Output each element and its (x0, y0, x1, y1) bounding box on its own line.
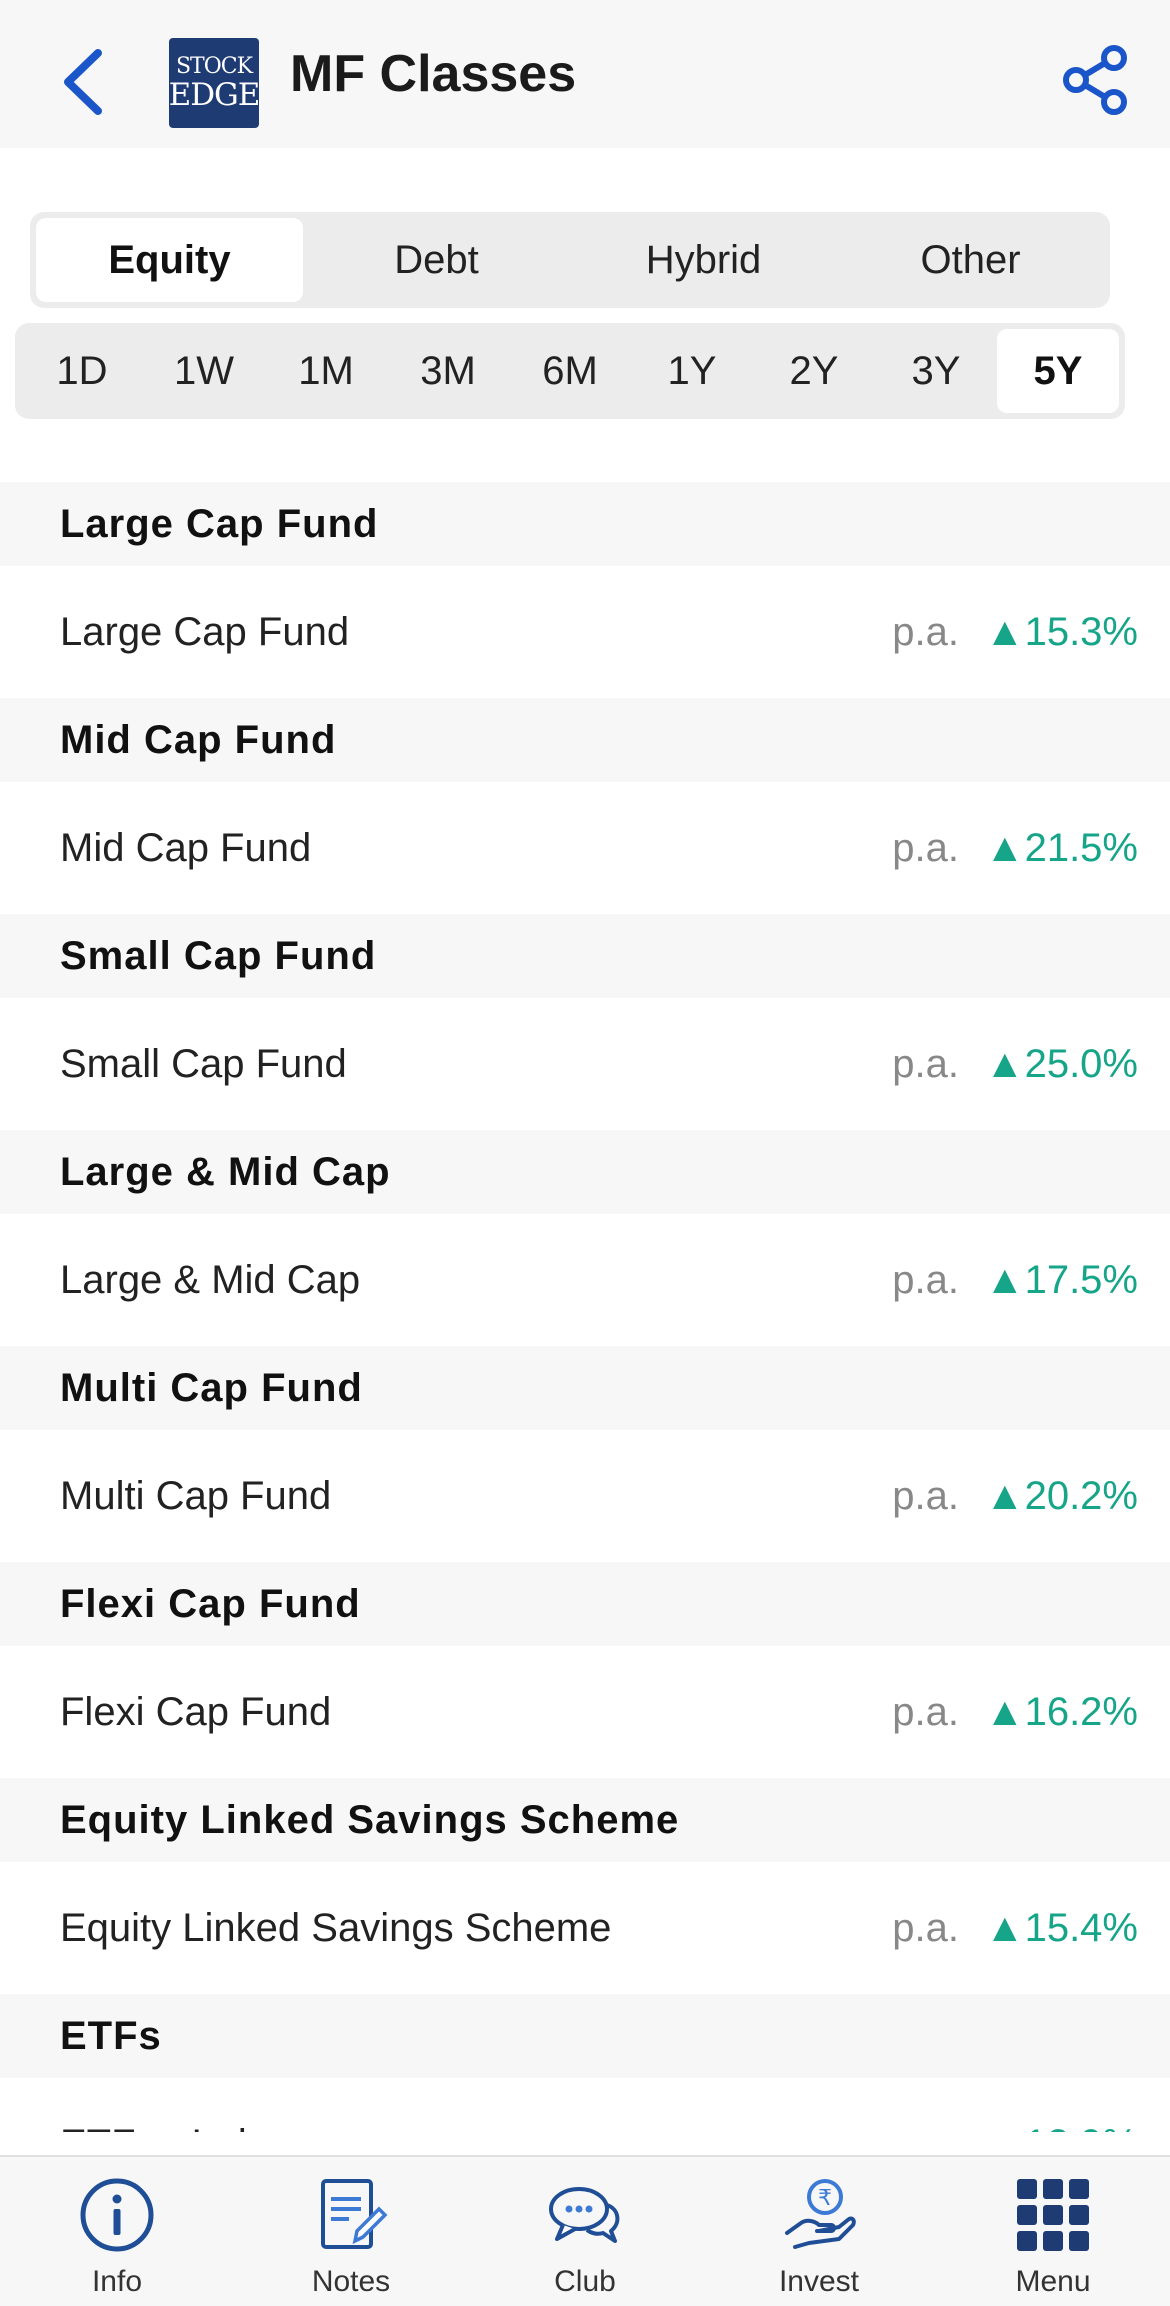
tab-other[interactable]: Other (920, 237, 1021, 282)
list-item[interactable]: Large & Mid Cap p.a. ▲17.5% (0, 1214, 1170, 1346)
bottom-navigation: Info Notes Club ₹ Invest (0, 2155, 1170, 2306)
app-header: STOCK EDGE MF Classes (0, 0, 1170, 148)
list-item[interactable]: Multi Cap Fund p.a. ▲20.2% (0, 1430, 1170, 1562)
share-icon (1063, 45, 1127, 115)
period-5y[interactable]: 5Y (997, 329, 1119, 413)
period-3m[interactable]: 3M (420, 348, 476, 393)
period-1y[interactable]: 1Y (667, 348, 717, 393)
rupee-hand-icon: ₹ (785, 2179, 856, 2249)
fund-name: Mid Cap Fund (60, 825, 312, 870)
back-button[interactable] (52, 42, 112, 122)
period-1w[interactable]: 1W (174, 348, 234, 393)
fund-name: Flexi Cap Fund (60, 1689, 332, 1734)
list-item[interactable]: Small Cap Fund p.a. ▲25.0% (0, 998, 1170, 1130)
page-title: MF Classes (290, 45, 577, 103)
logo-line2: EDGE (168, 76, 261, 113)
section-header: Small Cap Fund (0, 914, 1170, 998)
section-header: Equity Linked Savings Scheme (0, 1778, 1170, 1862)
nav-menu[interactable]: Menu (936, 2157, 1170, 2306)
pa-label: p.a. (892, 2122, 959, 2133)
fund-name: Multi Cap Fund (60, 1473, 332, 1518)
pa-label: p.a. (892, 609, 959, 654)
notes-icon (321, 2179, 388, 2249)
nav-label: Info (91, 2265, 143, 2298)
info-icon (80, 2178, 154, 2252)
nav-label: Invest (778, 2265, 860, 2298)
period-1m[interactable]: 1M (298, 348, 354, 393)
return-value: ▲25.0% (984, 1041, 1138, 1086)
list-item[interactable]: Equity Linked Savings Scheme p.a. ▲15.4% (0, 1862, 1170, 1994)
pa-label: p.a. (892, 1257, 959, 1302)
fund-name: Large & Mid Cap (60, 1257, 361, 1302)
fund-name: Equity Linked Savings Scheme (60, 1905, 612, 1950)
pa-label: p.a. (892, 1689, 959, 1734)
section-header: Mid Cap Fund (0, 698, 1170, 782)
nav-label: Club (554, 2265, 616, 2298)
list-item[interactable]: Mid Cap Fund p.a. ▲21.5% (0, 782, 1170, 914)
list-item[interactable]: ETFs - Index p.a. ▲12.9% (0, 2078, 1170, 2132)
pa-label: p.a. (892, 1473, 959, 1518)
return-value: ▲12.9% (985, 2122, 1138, 2133)
section-header: Multi Cap Fund (0, 1346, 1170, 1430)
fund-name: Small Cap Fund (60, 1041, 347, 1086)
return-value: ▲15.3% (984, 609, 1138, 654)
period-1d[interactable]: 1D (56, 348, 108, 393)
return-value: ▲20.2% (984, 1473, 1138, 1518)
period-6m[interactable]: 6M (542, 348, 598, 393)
share-button[interactable] (1060, 44, 1132, 116)
category-tabs: Equity Debt Hybrid Other (30, 212, 1110, 308)
stockedge-logo: STOCK EDGE (168, 38, 261, 128)
tab-debt[interactable]: Debt (394, 237, 479, 282)
fund-name: Large Cap Fund (60, 609, 350, 654)
nav-club[interactable]: Club (468, 2157, 702, 2306)
tab-hybrid[interactable]: Hybrid (645, 237, 762, 282)
period-2y[interactable]: 2Y (789, 348, 839, 393)
nav-notes[interactable]: Notes (234, 2157, 468, 2306)
chat-icon (549, 2187, 620, 2243)
section-header: Large & Mid Cap (0, 1130, 1170, 1214)
pa-label: p.a. (892, 825, 959, 870)
section-header: Flexi Cap Fund (0, 1562, 1170, 1646)
period-selector: 1D 1W 1M 3M 6M 1Y 2Y 3Y 5Y (15, 323, 1125, 419)
nav-label: Menu (1015, 2265, 1091, 2298)
pa-label: p.a. (892, 1041, 959, 1086)
period-3y[interactable]: 3Y (911, 348, 961, 393)
return-value: ▲17.5% (984, 1257, 1138, 1302)
return-value: ▲21.5% (984, 825, 1138, 870)
fund-name: ETFs - Index (60, 2122, 892, 2133)
tab-equity[interactable]: Equity (36, 218, 303, 302)
grid-icon (1017, 2179, 1089, 2251)
nav-info[interactable]: Info (0, 2157, 234, 2306)
logo-line1: STOCK (175, 53, 253, 79)
list-item[interactable]: Flexi Cap Fund p.a. ▲16.2% (0, 1646, 1170, 1778)
pa-label: p.a. (892, 1905, 959, 1950)
svg-text:₹: ₹ (818, 2186, 832, 2211)
section-header: Large Cap Fund (0, 482, 1170, 566)
nav-invest[interactable]: ₹ Invest (702, 2157, 936, 2306)
return-value: ▲15.4% (984, 1905, 1138, 1950)
return-value: ▲16.2% (984, 1689, 1138, 1734)
chevron-left-icon (64, 49, 102, 115)
fund-class-list[interactable]: Large Cap Fund Large Cap Fund p.a. ▲15.3… (0, 482, 1170, 2132)
list-item[interactable]: Large Cap Fund p.a. ▲15.3% (0, 566, 1170, 698)
nav-label: Notes (311, 2265, 391, 2298)
section-header: ETFs (0, 1994, 1170, 2078)
